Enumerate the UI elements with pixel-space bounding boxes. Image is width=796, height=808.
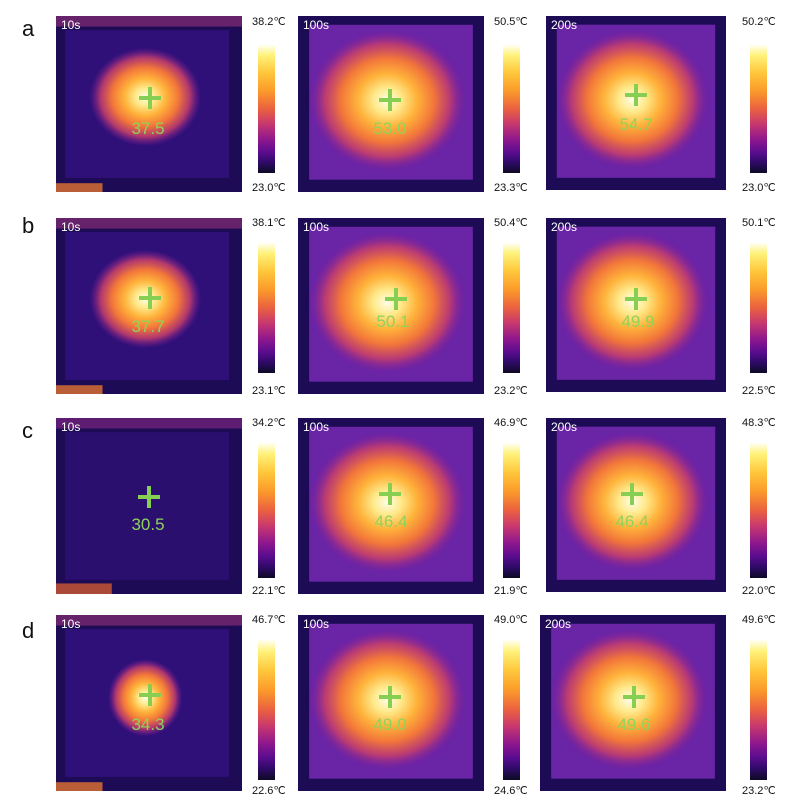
crosshair-icon <box>625 288 647 310</box>
thermal-image-b-200s: 200s <box>546 218 726 392</box>
colorbar-min-label: 22.5℃ <box>742 385 776 397</box>
colorbar <box>258 45 275 173</box>
colorbar <box>258 443 275 578</box>
thermal-image-d-200s: 200s <box>540 615 726 791</box>
temperature-readout: 49.0 <box>373 715 407 734</box>
colorbar-max-label: 49.6℃ <box>742 614 776 626</box>
colorbar <box>503 443 520 578</box>
crosshair-icon <box>139 684 161 706</box>
crosshair-icon <box>625 84 647 106</box>
row-label-a: a <box>22 16 35 41</box>
temperature-readout: 50.1 <box>376 312 410 331</box>
temperature-readout: 53.0 <box>373 119 407 138</box>
crosshair-icon <box>139 287 161 309</box>
crosshair-icon <box>139 87 161 109</box>
temperature-readout: 30.5 <box>131 515 165 534</box>
colorbar-min-label: 22.6℃ <box>252 785 286 797</box>
temperature-readout: 54.7 <box>619 115 653 134</box>
colorbar <box>503 243 520 373</box>
row-label-b: b <box>22 213 35 238</box>
colorbar-max-label: 34.2℃ <box>252 417 286 429</box>
temperature-readout: 34.3 <box>131 715 165 734</box>
time-label: 200s <box>551 18 578 32</box>
colorbar-max-label: 50.2℃ <box>742 16 776 28</box>
colorbar-min-label: 23.3℃ <box>494 182 528 194</box>
crosshair-icon <box>379 483 401 505</box>
time-label: 200s <box>551 420 578 434</box>
colorbar-max-label: 38.1℃ <box>252 217 286 229</box>
colorbar <box>258 243 275 373</box>
colorbar-min-label: 23.1℃ <box>252 385 286 397</box>
crosshair-icon <box>379 686 401 708</box>
temperature-readout: 49.9 <box>621 312 655 331</box>
colorbar-min-label: 22.0℃ <box>742 585 776 597</box>
thermal-image-b-100s: 100s <box>298 218 484 394</box>
temperature-readout: 46.4 <box>615 512 649 531</box>
colorbar-max-label: 50.1℃ <box>742 217 776 229</box>
temperature-readout: 37.7 <box>131 317 165 336</box>
colorbar <box>750 443 767 578</box>
colorbar-min-label: 23.2℃ <box>742 785 776 797</box>
colorbar-max-label: 38.2℃ <box>252 16 286 28</box>
crosshair-icon <box>623 686 645 708</box>
time-label: 10s <box>61 617 81 631</box>
colorbar <box>750 243 767 373</box>
colorbar <box>750 640 767 780</box>
colorbar-min-label: 23.0℃ <box>252 182 286 194</box>
colorbar <box>503 640 520 780</box>
thermal-image-c-200s: 200s <box>546 418 726 592</box>
colorbar-max-label: 46.9℃ <box>494 417 528 429</box>
crosshair-icon <box>379 89 401 111</box>
colorbar <box>258 640 275 780</box>
crosshair-icon <box>621 483 643 505</box>
colorbar-min-label: 23.0℃ <box>742 182 776 194</box>
colorbar-min-label: 24.6℃ <box>494 785 528 797</box>
colorbar-max-label: 50.4℃ <box>494 217 528 229</box>
time-label: 10s <box>61 220 81 234</box>
colorbar-min-label: 23.2℃ <box>494 385 528 397</box>
colorbar-max-label: 50.5℃ <box>494 16 528 28</box>
colorbar <box>750 45 767 173</box>
row-label-c: c <box>22 418 33 443</box>
colorbar <box>503 45 520 173</box>
time-label: 100s <box>303 617 330 631</box>
thermal-image-c-100s: 100s <box>298 418 484 594</box>
time-label: 200s <box>545 617 572 631</box>
colorbar-min-label: 22.1℃ <box>252 585 286 597</box>
colorbar-max-label: 49.0℃ <box>494 614 528 626</box>
temperature-readout: 49.6 <box>617 715 651 734</box>
colorbar-max-label: 48.3℃ <box>742 417 776 429</box>
colorbar-max-label: 46.7℃ <box>252 614 286 626</box>
temperature-readout: 37.5 <box>131 119 165 138</box>
time-label: 10s <box>61 18 81 32</box>
time-label: 100s <box>303 18 330 32</box>
row-label-d: d <box>22 618 35 643</box>
time-label: 200s <box>551 220 578 234</box>
colorbar-min-label: 21.9℃ <box>494 585 528 597</box>
temperature-readout: 46.4 <box>374 512 408 531</box>
crosshair-icon <box>385 288 407 310</box>
crosshair-icon <box>138 486 160 508</box>
time-label: 10s <box>61 420 81 434</box>
time-label: 100s <box>303 220 330 234</box>
time-label: 100s <box>303 420 330 434</box>
